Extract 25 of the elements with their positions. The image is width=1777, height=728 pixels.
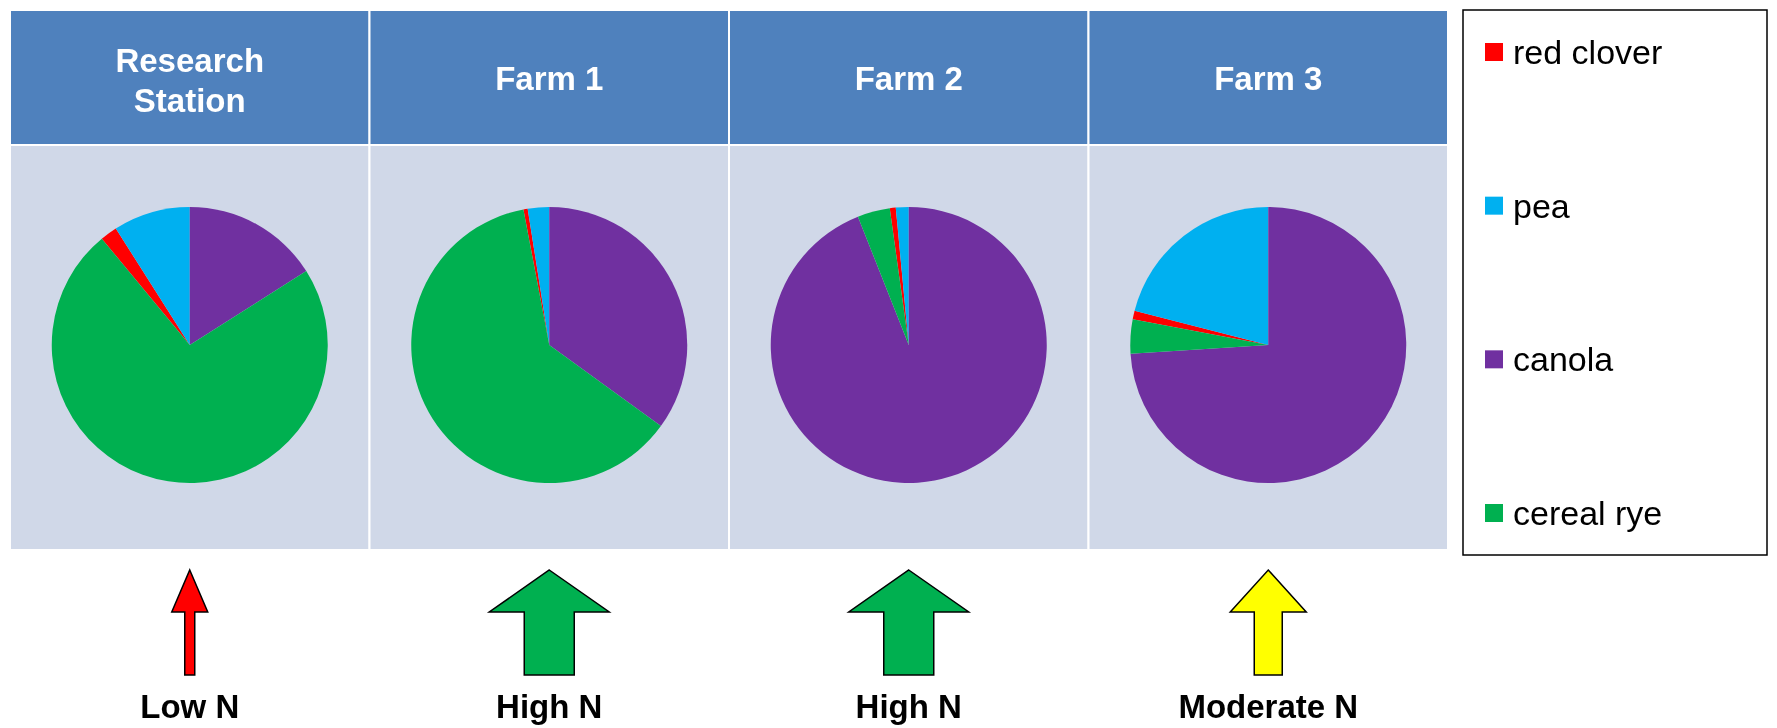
legend-label: canola	[1513, 340, 1614, 379]
pie-slice	[189, 207, 307, 345]
legend-label: cereal rye	[1513, 494, 1663, 532]
pie-slice	[115, 207, 190, 345]
pie-slice	[101, 228, 190, 345]
pie-slice	[1134, 207, 1269, 345]
pie-slice	[51, 238, 328, 483]
chart-title: Farm 1	[495, 59, 604, 97]
pie-slice	[549, 207, 688, 427]
text: Moderate N	[1178, 688, 1359, 725]
pie-slice	[857, 208, 909, 345]
text: Low N	[140, 688, 240, 725]
pie-slice	[770, 207, 1047, 483]
pie-slice	[411, 209, 661, 483]
pie-slice	[889, 207, 909, 345]
chart-title: Farm 2	[854, 59, 963, 97]
text: High N	[496, 688, 603, 725]
text: Research Station	[115, 41, 265, 119]
chart-title: Farm 3	[1214, 59, 1323, 97]
pie-slice	[1130, 207, 1407, 483]
legend-label: red clover	[1513, 33, 1663, 71]
pie-slice	[1130, 319, 1269, 354]
legend-label: pea	[1513, 186, 1570, 225]
pie-slice	[895, 207, 909, 345]
text: High N	[855, 688, 962, 725]
